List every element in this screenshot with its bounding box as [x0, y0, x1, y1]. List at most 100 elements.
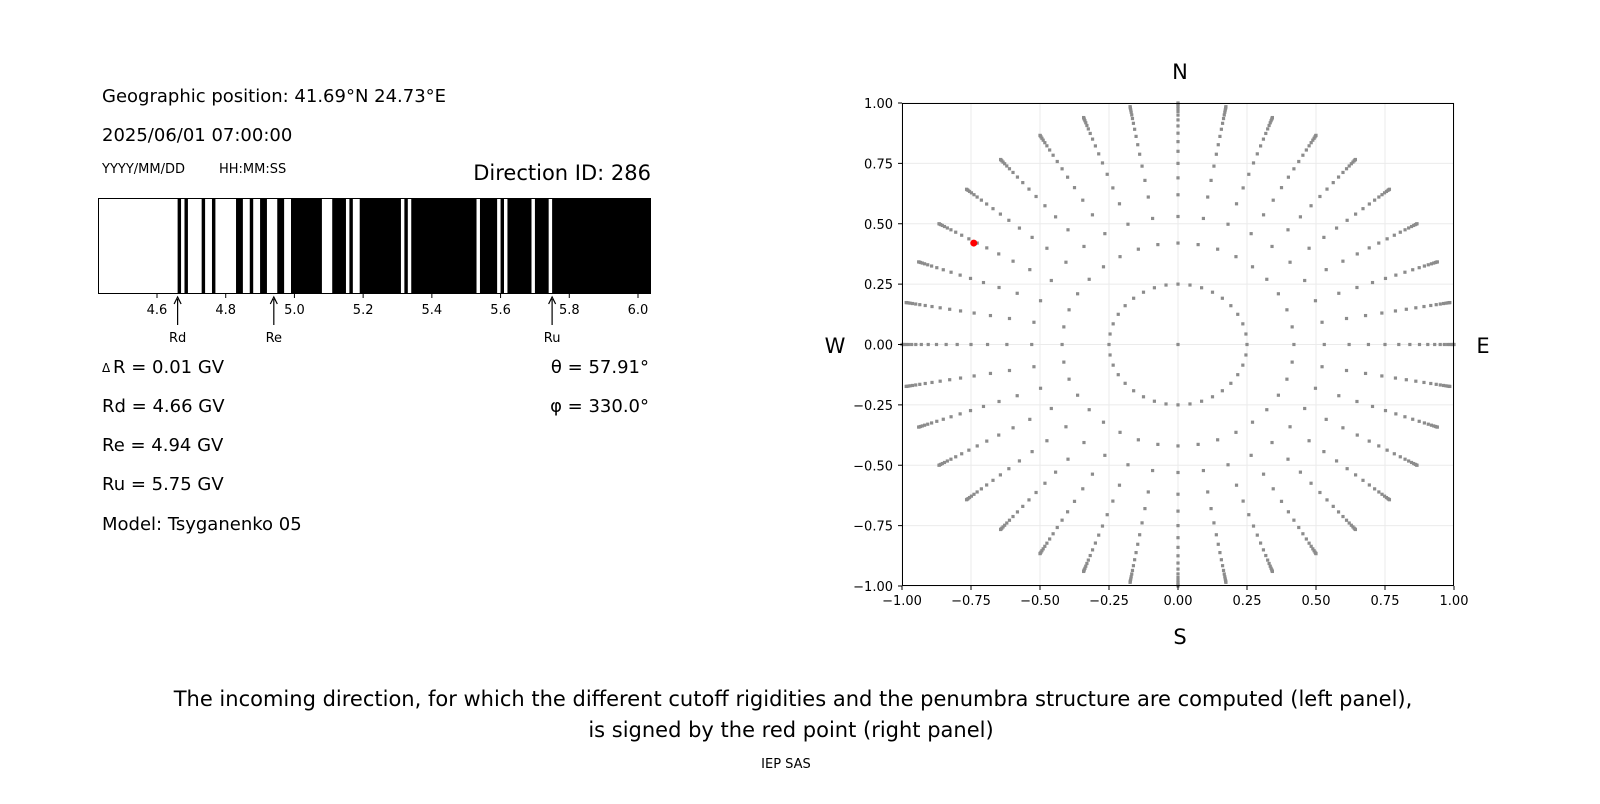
direction-point	[998, 212, 1003, 216]
direction-point	[1003, 523, 1007, 527]
direction-point	[1133, 558, 1137, 562]
direction-point	[1093, 144, 1098, 148]
direction-point	[1082, 115, 1086, 120]
direction-point	[923, 381, 927, 386]
x-tick-label: 1.00	[1440, 594, 1469, 609]
direction-point	[1307, 541, 1311, 545]
direction-point	[923, 423, 927, 427]
direction-point	[1279, 186, 1284, 190]
direction-point	[1412, 461, 1416, 466]
direction-point	[1309, 204, 1313, 208]
direction-point	[1007, 167, 1012, 171]
direction-point	[1417, 419, 1421, 423]
x-tick-label: 5.2	[353, 303, 374, 318]
x-tick-label: 5.0	[284, 303, 305, 318]
direction-point	[1298, 215, 1303, 219]
marker-label: Re	[266, 331, 282, 346]
direction-point	[1011, 170, 1015, 175]
direction-point	[1076, 393, 1080, 397]
direction-point	[1130, 568, 1135, 573]
direction-point	[1249, 232, 1253, 236]
direction-point	[1123, 304, 1127, 308]
direction-point	[1298, 470, 1303, 474]
direction-point	[1244, 353, 1248, 357]
direction-point	[1131, 564, 1136, 568]
direction-point	[1108, 332, 1112, 336]
direction-point	[1045, 144, 1049, 148]
direction-point	[1397, 342, 1401, 347]
direction-point	[1176, 509, 1180, 513]
direction-point	[1066, 510, 1070, 514]
direction-point	[923, 303, 927, 308]
direction-point	[1085, 561, 1089, 566]
direction-point	[972, 374, 976, 378]
direction-point	[1422, 421, 1426, 425]
direction-point	[1176, 176, 1180, 180]
direction-point	[1176, 572, 1180, 576]
direction-point	[1334, 226, 1339, 230]
direction-point	[997, 285, 1001, 290]
direction-point	[1415, 222, 1419, 226]
direction-point	[1027, 187, 1031, 191]
direction-point	[1244, 332, 1248, 336]
direction-point	[1271, 487, 1275, 491]
direction-point	[1062, 325, 1066, 329]
direction-point	[972, 311, 976, 315]
direction-point	[1331, 504, 1335, 508]
direction-point	[979, 198, 983, 202]
direction-point	[1266, 558, 1270, 562]
direction-point	[1090, 548, 1095, 552]
direction-point	[1048, 537, 1052, 541]
direction-point	[908, 301, 912, 305]
direction-point	[998, 527, 1003, 532]
direction-point	[1268, 564, 1272, 568]
direction-point	[1210, 395, 1215, 399]
direction-point	[1038, 299, 1043, 303]
direction-point	[1311, 547, 1315, 551]
direction-point	[1311, 138, 1315, 142]
y-tick-label: −0.50	[853, 459, 893, 474]
direction-point	[1303, 406, 1307, 411]
direction-point	[1442, 342, 1446, 347]
direction-point	[942, 460, 947, 465]
direction-point	[1220, 564, 1225, 568]
direction-point	[991, 207, 995, 211]
direction-point	[1129, 110, 1133, 114]
direction-point	[1176, 536, 1180, 540]
direction-point	[945, 459, 949, 463]
direction-point	[1028, 268, 1032, 272]
direction-point	[1038, 386, 1043, 390]
direction-point	[1446, 342, 1450, 347]
direction-point	[1043, 544, 1047, 548]
direction-point	[1028, 417, 1032, 421]
direction-point	[1209, 507, 1213, 511]
direction-point	[1324, 417, 1328, 421]
direction-point	[1353, 212, 1358, 216]
direction-point	[1241, 499, 1245, 503]
direction-point	[1383, 408, 1388, 413]
direction-point	[1176, 561, 1180, 565]
direction-point	[1276, 393, 1280, 397]
direction-point	[1414, 379, 1418, 383]
direction-point	[1017, 459, 1022, 463]
direction-point	[1007, 316, 1012, 321]
direction-point	[1318, 194, 1322, 199]
direction-point	[1432, 424, 1436, 428]
direction-point	[1067, 377, 1071, 381]
direction-point	[1367, 202, 1371, 206]
direction-point	[1176, 403, 1180, 407]
direction-point	[964, 187, 969, 191]
direction-point	[1209, 178, 1213, 182]
direction-point	[1219, 127, 1223, 131]
direction-point	[1261, 137, 1266, 141]
direction-point	[1267, 561, 1271, 566]
direction-point	[1176, 104, 1180, 108]
direction-point	[1292, 167, 1296, 171]
direction-point	[975, 195, 979, 199]
direction-point	[1398, 230, 1402, 234]
direction-point	[1324, 268, 1328, 272]
compass-north: N	[1172, 60, 1188, 84]
direction-point	[1383, 342, 1387, 347]
direction-point	[1226, 463, 1230, 467]
datetime: 2025/06/01 07:00:00	[102, 125, 292, 146]
